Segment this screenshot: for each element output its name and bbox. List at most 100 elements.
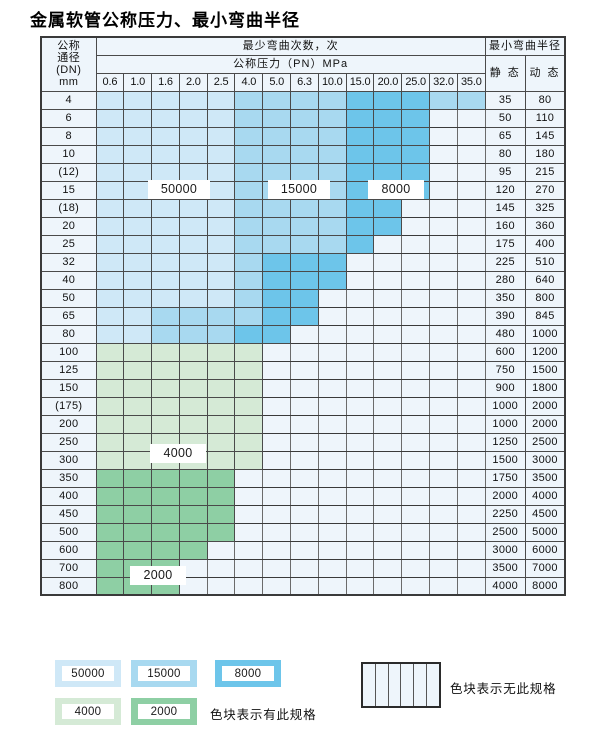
spec-cell-filled bbox=[234, 144, 264, 164]
spec-cell-empty bbox=[290, 540, 319, 560]
spec-cell-empty bbox=[262, 432, 292, 452]
header-row-top: 公称 通径 (DN) mm 最少弯曲次数，次 最小弯曲半径 bbox=[40, 36, 566, 92]
pressure-column-header: 32.0 bbox=[429, 72, 458, 92]
spec-cell-filled bbox=[345, 126, 375, 146]
spec-cell-filled bbox=[151, 342, 180, 362]
spec-cell-empty bbox=[429, 396, 458, 416]
spec-cell-empty bbox=[456, 576, 486, 596]
spec-cell-empty bbox=[290, 378, 319, 398]
spec-cell-filled bbox=[290, 198, 319, 218]
spec-cell-empty bbox=[456, 486, 486, 506]
spec-cell-filled bbox=[234, 414, 264, 434]
cycle-count-callout: 4000 bbox=[150, 444, 206, 463]
radius-dynamic-cell: 1000 bbox=[524, 324, 566, 344]
spec-cell-filled bbox=[95, 324, 125, 344]
spec-cell-filled bbox=[123, 414, 153, 434]
spec-cell-empty bbox=[456, 540, 486, 560]
spec-cell-empty bbox=[373, 324, 403, 344]
spec-cell-filled bbox=[373, 126, 403, 146]
spec-cell-empty bbox=[429, 378, 458, 398]
page-title: 金属软管公称压力、最小弯曲半径 bbox=[30, 11, 300, 30]
pressure-column-header: 2.5 bbox=[206, 72, 236, 92]
spec-cell-filled bbox=[206, 288, 236, 308]
spec-cell-filled bbox=[317, 252, 347, 272]
spec-cell-empty bbox=[345, 486, 375, 506]
spec-cell-filled bbox=[151, 504, 180, 524]
spec-cell-filled bbox=[206, 468, 236, 488]
dn-value-cell: 100 bbox=[40, 342, 97, 362]
spec-cell-empty bbox=[401, 522, 431, 542]
dn-header-line-3: (DN) bbox=[56, 64, 82, 77]
spec-cell-filled bbox=[317, 90, 347, 110]
spec-cell-filled bbox=[373, 162, 403, 182]
spec-cell-filled bbox=[345, 216, 375, 236]
radius-dynamic-cell: 145 bbox=[524, 126, 566, 146]
spec-cell-filled bbox=[95, 342, 125, 362]
spec-cell-filled bbox=[290, 306, 319, 326]
spec-cell-empty bbox=[373, 414, 403, 434]
spec-cell-filled bbox=[206, 216, 236, 236]
table-row: 700 3500 7000 bbox=[40, 558, 566, 578]
spec-cell-filled bbox=[95, 90, 125, 110]
spec-cell-empty bbox=[429, 252, 458, 272]
spec-cell-filled bbox=[95, 378, 125, 398]
spec-cell-empty bbox=[317, 342, 347, 362]
spec-cell-empty bbox=[456, 306, 486, 326]
spec-cell-empty bbox=[206, 576, 236, 596]
spec-cell-empty bbox=[429, 198, 458, 218]
table-row: 800 4000 8000 bbox=[40, 576, 566, 596]
spec-cell-filled bbox=[373, 90, 403, 110]
spec-cell-filled bbox=[234, 234, 264, 254]
spec-cell-empty bbox=[456, 324, 486, 344]
dn-header-cell: 公称 通径 (DN) mm bbox=[40, 36, 97, 92]
spec-cell-filled bbox=[262, 144, 292, 164]
radius-dynamic-cell: 8000 bbox=[524, 576, 566, 596]
spec-cell-empty bbox=[290, 396, 319, 416]
spec-cell-empty bbox=[345, 378, 375, 398]
spec-cell-filled bbox=[178, 198, 208, 218]
spec-cell-filled bbox=[95, 396, 125, 416]
spec-cell-empty bbox=[401, 324, 431, 344]
dn-value-cell: (12) bbox=[40, 162, 97, 182]
spec-cell-filled bbox=[123, 378, 153, 398]
spec-cell-filled bbox=[290, 144, 319, 164]
dn-value-cell: 350 bbox=[40, 468, 97, 488]
spec-cell-filled bbox=[317, 198, 347, 218]
legend-hatch-cell bbox=[376, 664, 389, 706]
spec-cell-filled bbox=[123, 198, 153, 218]
spec-cell-empty bbox=[290, 324, 319, 344]
spec-cell-empty bbox=[234, 504, 264, 524]
spec-cell-empty bbox=[290, 342, 319, 362]
spec-cell-empty bbox=[178, 558, 208, 578]
dn-value-cell: 450 bbox=[40, 504, 97, 524]
spec-cell-filled bbox=[178, 414, 208, 434]
spec-cell-filled bbox=[234, 180, 264, 200]
legend-hatch-cell bbox=[414, 664, 428, 706]
radius-static-cell: 1250 bbox=[484, 432, 526, 452]
pressure-column-header: 2.0 bbox=[178, 72, 208, 92]
spec-cell-filled bbox=[290, 270, 319, 290]
spec-cell-filled bbox=[373, 144, 403, 164]
spec-cell-empty bbox=[456, 252, 486, 272]
table-row: 50 350 800 bbox=[40, 288, 566, 308]
spec-cell-filled bbox=[178, 324, 208, 344]
spec-cell-empty bbox=[345, 360, 375, 380]
radius-static-cell: 145 bbox=[484, 198, 526, 218]
radius-dynamic-cell: 6000 bbox=[524, 540, 566, 560]
radius-static-cell: 1000 bbox=[484, 414, 526, 434]
dn-header-line-4: mm bbox=[59, 76, 79, 89]
spec-cell-filled bbox=[178, 522, 208, 542]
spec-cell-filled bbox=[178, 108, 208, 128]
spec-cell-empty bbox=[345, 270, 375, 290]
pressure-column-header: 0.6 bbox=[95, 72, 125, 92]
spec-cell-filled bbox=[345, 162, 375, 182]
spec-cell-empty bbox=[373, 468, 403, 488]
spec-cell-empty bbox=[429, 324, 458, 344]
spec-cell-empty bbox=[429, 162, 458, 182]
pressure-column-header: 5.0 bbox=[262, 72, 292, 92]
radius-dynamic-cell: 800 bbox=[524, 288, 566, 308]
table-row: 300 1500 3000 bbox=[40, 450, 566, 470]
spec-cell-filled bbox=[206, 90, 236, 110]
legend-swatch: 50000 bbox=[55, 660, 121, 687]
table-row: 20 160 360 bbox=[40, 216, 566, 236]
